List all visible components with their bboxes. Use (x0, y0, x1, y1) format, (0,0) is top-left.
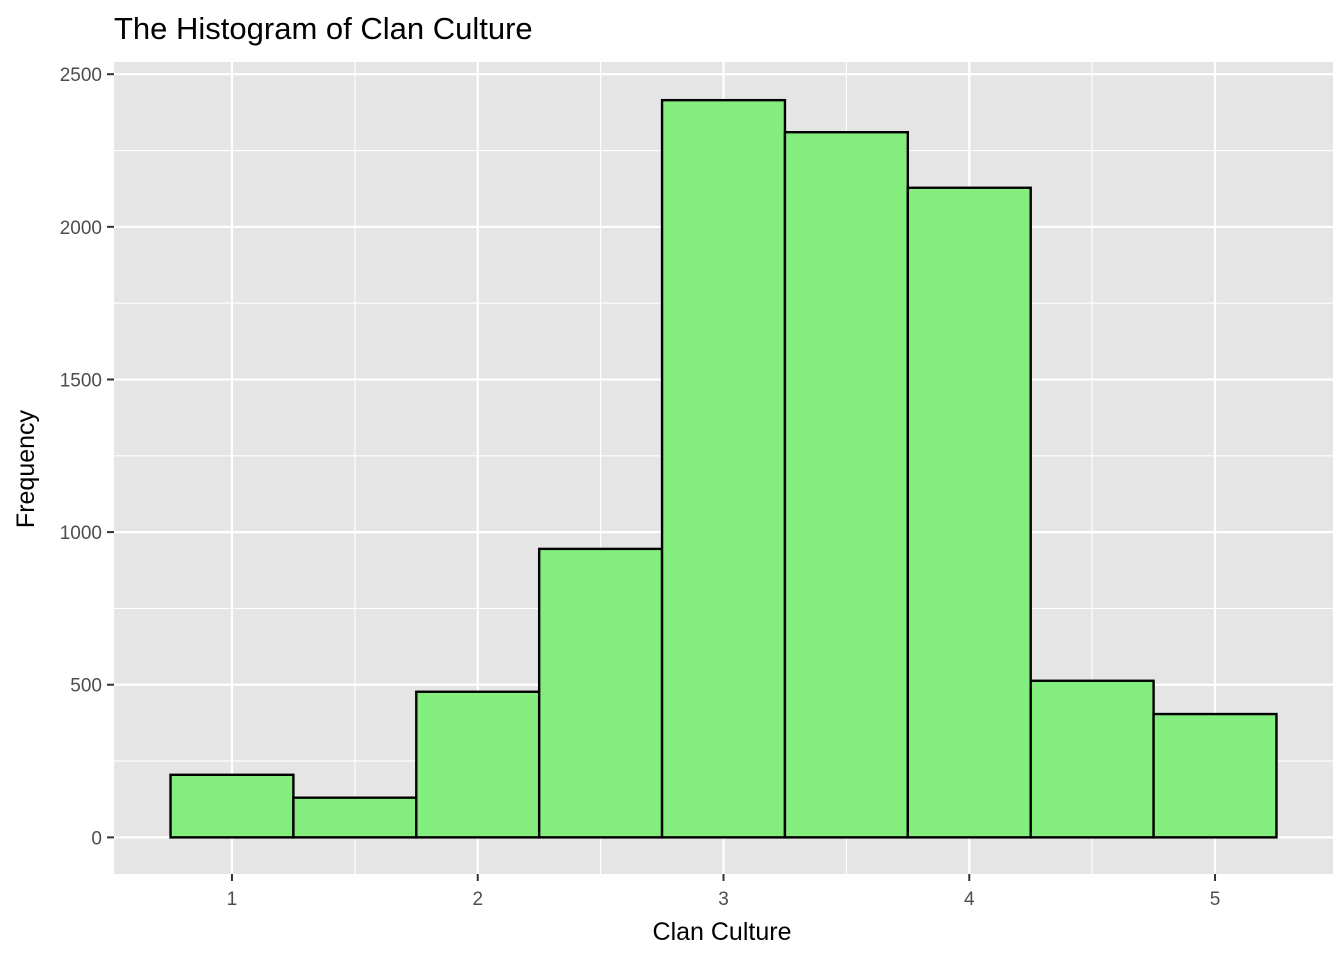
x-tick-label: 1 (227, 889, 238, 910)
x-tick-label: 3 (718, 889, 729, 910)
histogram-bar (537, 547, 664, 839)
x-tick-label: 5 (1210, 889, 1221, 910)
histogram-bar (169, 773, 295, 839)
histogram-bars (169, 98, 1278, 839)
y-tick-label: 1000 (60, 523, 102, 544)
x-tick-label: 4 (964, 889, 975, 910)
x-axis-title: Clan Culture (653, 918, 792, 946)
y-tick-label: 0 (91, 828, 102, 849)
x-tick-label: 2 (472, 889, 483, 910)
y-axis-title: Frequency (12, 409, 40, 528)
histogram-bar (660, 98, 787, 839)
histogram-bar (906, 186, 1032, 839)
x-axis: 1 2 3 4 5 (227, 874, 1221, 910)
histogram-bar (292, 796, 418, 839)
chart-title: The Histogram of Clan Culture (114, 11, 533, 46)
histogram-bar (415, 690, 541, 839)
histogram-bar (783, 131, 910, 839)
y-tick-label: 2000 (60, 218, 102, 239)
y-tick-label: 1500 (60, 370, 102, 391)
y-tick-label: 500 (70, 676, 102, 697)
histogram-bar (1029, 679, 1155, 839)
histogram-bar (1152, 712, 1278, 839)
y-tick-label: 2500 (60, 65, 102, 86)
y-axis: 0 500 1000 1500 2000 2500 (60, 65, 114, 849)
